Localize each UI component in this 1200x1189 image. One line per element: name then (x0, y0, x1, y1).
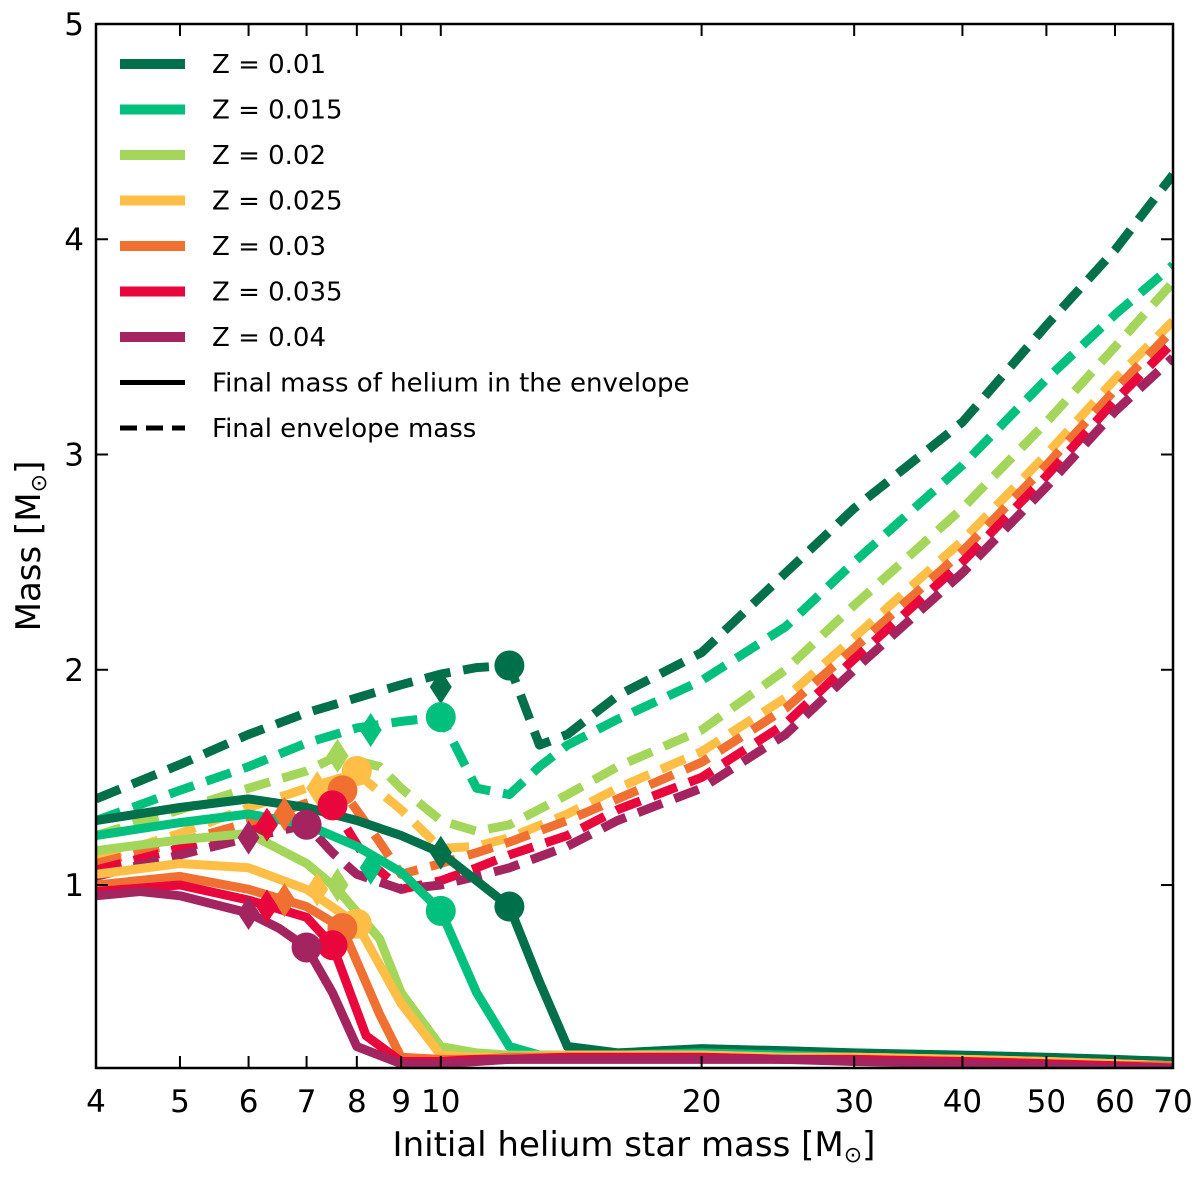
legend-label-z-0-03: Z = 0.03 (212, 232, 326, 262)
y-tick-label: 1 (64, 868, 84, 904)
legend-label-z-0-025: Z = 0.025 (212, 187, 343, 217)
circle-marker-z-0-01 (494, 891, 525, 922)
legend-label-z-0-04: Z = 0.04 (212, 323, 326, 353)
circle-marker-z-0-01 (494, 650, 525, 681)
x-tick-label: 20 (682, 1084, 721, 1120)
diamond-marker-z-0-04 (237, 820, 260, 855)
diamond-marker-z-0-02 (326, 738, 349, 773)
x-tick-label: 40 (943, 1084, 982, 1120)
x-tick-label: 60 (1095, 1084, 1134, 1120)
x-tick-label: 50 (1027, 1084, 1066, 1120)
tick-layer: 4 5 6 7 8 9 10 20 30 40 50 60 70 1 2 3 4 5 (64, 7, 1192, 1120)
x-tick-label: 30 (834, 1084, 873, 1120)
y-tick-label: 2 (64, 653, 84, 689)
x-tick-label: 6 (239, 1084, 259, 1120)
y-tick-label: 4 (64, 222, 84, 258)
diamond-marker-z-0-025 (306, 872, 329, 907)
envelope-line-z-0-025 (96, 317, 1173, 864)
envelope-line-z-0-02 (96, 279, 1173, 840)
diamond-marker-z-0-015 (359, 713, 382, 748)
x-tick-label: 9 (391, 1084, 411, 1120)
legend-label-solid: Final mass of helium in the envelope (212, 369, 690, 399)
legend-label-z-0-035: Z = 0.035 (212, 278, 343, 308)
x-tick-label: 5 (170, 1084, 190, 1120)
diamond-marker-z-0-03 (273, 796, 296, 831)
plot-frame (94, 22, 1175, 1070)
helium-line-z-0-015 (96, 809, 1173, 1068)
x-axis-label: Initial helium star mass [M⊙] (393, 1125, 876, 1168)
marker-layer (237, 650, 525, 963)
diamond-marker-z-0-02 (326, 868, 349, 903)
x-tick-label: 4 (86, 1084, 106, 1120)
x-tick-label: 8 (347, 1084, 367, 1120)
y-axis-label: Mass [M⊙] (9, 461, 52, 632)
diamond-marker-z-0-04 (237, 896, 260, 931)
circle-marker-z-0-035 (317, 930, 348, 961)
diamond-marker-z-0-01 (429, 835, 452, 870)
diamond-marker-z-0-01 (429, 669, 452, 704)
circle-marker-z-0-04 (291, 932, 322, 963)
legend-label-z-0-015: Z = 0.015 (212, 96, 343, 126)
y-tick-label: 5 (64, 7, 84, 43)
circle-marker-z-0-04 (291, 809, 322, 840)
diamond-marker-z-0-03 (273, 883, 296, 918)
legend-label-z-0-02: Z = 0.02 (212, 141, 326, 171)
diamond-marker-z-0-035 (255, 807, 278, 842)
envelope-line-z-0-015 (96, 261, 1173, 825)
diamond-marker-z-0-015 (359, 850, 382, 885)
series-layer (96, 171, 1173, 1068)
legend: Z = 0.01 Z = 0.015 Z = 0.02 Z = 0.025 Z = 0.… (120, 50, 690, 444)
x-tick-label: 10 (421, 1084, 460, 1120)
diamond-marker-z-0-035 (255, 889, 278, 924)
legend-label-z-0-01: Z = 0.01 (212, 50, 326, 80)
envelope-line-z-0-01 (96, 171, 1173, 804)
circle-marker-z-0-035 (317, 790, 348, 821)
x-tick-label: 7 (297, 1084, 317, 1120)
circle-marker-z-0-015 (425, 702, 456, 733)
circle-marker-z-0-015 (425, 895, 456, 926)
legend-label-dashed: Final envelope mass (212, 414, 476, 444)
helium-line-z-0-04 (96, 887, 1173, 1068)
y-tick-label: 3 (64, 438, 84, 474)
x-tick-label: 70 (1153, 1084, 1192, 1120)
